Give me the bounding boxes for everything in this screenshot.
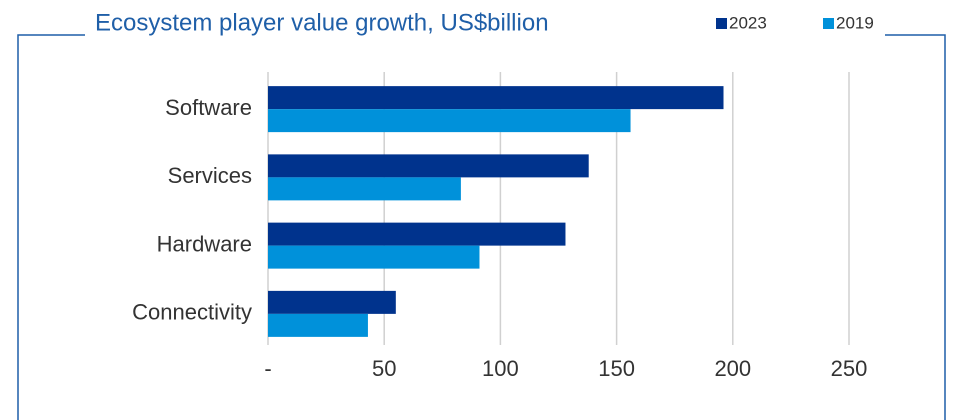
bar: [268, 154, 589, 178]
legend-label: 2023: [729, 13, 767, 32]
x-tick-label: -: [264, 356, 271, 381]
bar: [268, 177, 461, 201]
frame-left: [17, 34, 85, 420]
x-tick-label: 200: [714, 356, 751, 381]
frame-right: [885, 34, 946, 420]
bar: [268, 290, 396, 314]
legend-label: 2019: [836, 13, 874, 32]
bar: [268, 313, 368, 337]
x-tick-label: 100: [482, 356, 519, 381]
chart-title: Ecosystem player value growth, US$billio…: [95, 9, 549, 36]
bar: [268, 109, 631, 133]
y-tick-label: Software: [165, 95, 252, 120]
legend-swatch: [716, 18, 727, 29]
bar: [268, 86, 724, 110]
y-tick-label: Connectivity: [132, 300, 252, 325]
x-tick-label: 50: [372, 356, 396, 381]
y-tick-label: Services: [168, 163, 252, 188]
legend-swatch: [823, 18, 834, 29]
x-tick-label: 150: [598, 356, 635, 381]
bar: [268, 245, 480, 269]
y-tick-label: Hardware: [157, 231, 252, 256]
x-tick-label: 250: [831, 356, 868, 381]
bar: [268, 222, 566, 246]
